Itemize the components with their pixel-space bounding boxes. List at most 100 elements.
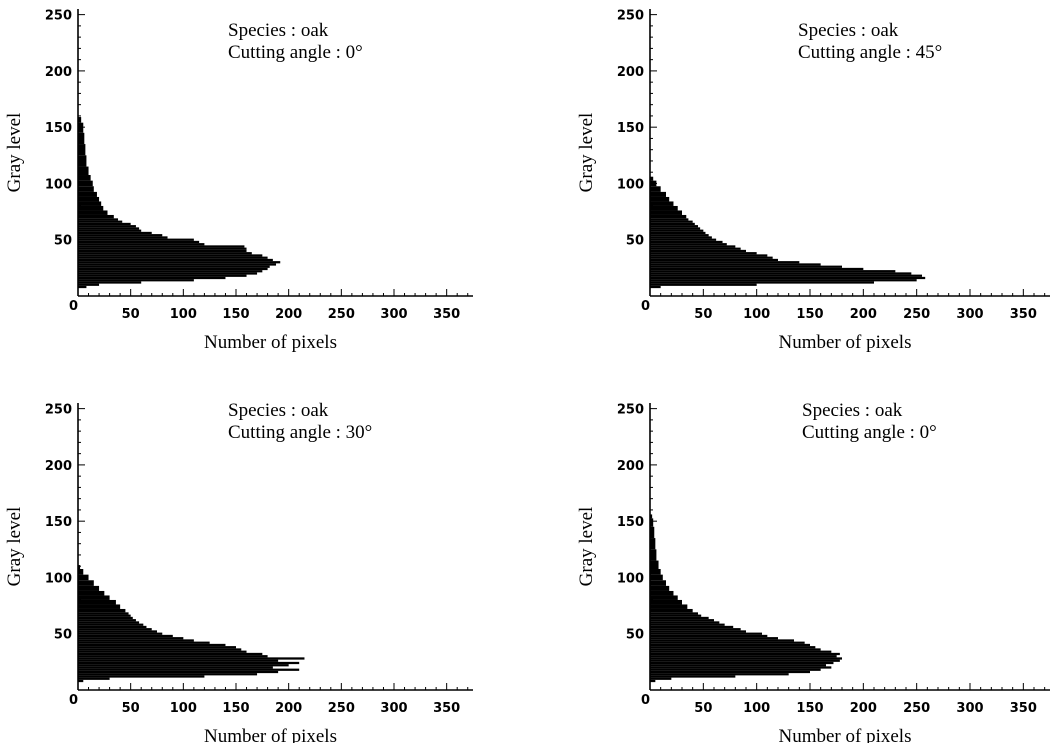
histogram-panel: 0 50 100 150 200 250 300 350 50 100 150 200 250 Numbe… <box>576 400 1050 743</box>
histogram-bar <box>78 283 100 286</box>
histogram-bar <box>650 225 698 228</box>
histogram-bar <box>78 648 242 651</box>
histogram-bar <box>78 155 87 167</box>
histogram-bar <box>78 166 89 176</box>
histogram-bar <box>650 252 757 255</box>
x-tick-label: 200 <box>850 701 877 716</box>
histogram-bar <box>650 608 693 613</box>
histogram-bar <box>78 569 84 575</box>
annotation-line: Species : oak <box>228 20 329 41</box>
histogram-bar <box>650 560 659 570</box>
histogram-bar <box>78 201 102 206</box>
histogram-bar <box>78 234 163 237</box>
histogram-bar <box>650 201 674 206</box>
histogram-bar <box>650 648 821 651</box>
histogram-bar <box>650 634 768 638</box>
y-axis-title: Gray level <box>576 113 597 193</box>
histogram-bar <box>78 625 147 629</box>
histogram-bar <box>78 258 273 262</box>
histogram-bar <box>650 205 678 211</box>
histogram-bar <box>650 518 654 527</box>
histogram-bar <box>650 240 723 244</box>
histogram-bar <box>650 285 661 289</box>
x-tick-label: 350 <box>1010 307 1037 322</box>
histogram-bar <box>650 668 821 671</box>
histogram-bar <box>650 655 837 658</box>
histogram-bar <box>650 249 746 253</box>
histogram-bar <box>78 227 140 230</box>
histogram-bar <box>78 285 87 289</box>
histogram-bar <box>650 258 778 262</box>
histogram-bar <box>650 186 661 192</box>
histogram-bar <box>650 604 688 609</box>
histogram-bar <box>78 675 205 678</box>
histogram-bar <box>78 590 105 596</box>
x-tick-label: 250 <box>903 307 930 322</box>
histogram-bar <box>78 670 279 674</box>
y-tick-label: 200 <box>617 65 644 80</box>
histogram-bar <box>78 222 131 226</box>
annotation-line: Cutting angle : 45° <box>798 42 942 63</box>
histogram-bar <box>78 580 94 586</box>
histogram-bar <box>78 664 289 667</box>
histogram-bar <box>78 661 300 665</box>
histogram-bar <box>650 630 746 633</box>
histogram-bar <box>78 272 258 275</box>
histogram-bar <box>650 196 670 202</box>
annotation-line: Cutting angle : 0° <box>802 422 937 443</box>
histogram-bar <box>78 220 123 223</box>
histogram-bar <box>650 229 704 232</box>
histogram-bar <box>650 238 717 241</box>
x-tick-label: 200 <box>275 307 302 322</box>
histogram-bar <box>78 214 114 219</box>
histogram-bar <box>650 243 727 246</box>
histogram-bar <box>78 666 273 669</box>
histogram-bar <box>650 274 922 277</box>
y-tick-label: 200 <box>617 459 644 474</box>
x-tick-label: 150 <box>222 701 249 716</box>
histogram-bar <box>78 270 263 273</box>
y-tick-label: 50 <box>54 628 72 643</box>
histogram-bar <box>78 236 168 239</box>
x-tick-label: 300 <box>956 307 983 322</box>
histogram-bar <box>650 623 725 626</box>
x-tick-label: 150 <box>796 307 823 322</box>
histogram-bar <box>78 240 200 244</box>
histogram-bar <box>78 279 194 282</box>
x-tick-label: 100 <box>170 307 197 322</box>
histogram-bar <box>78 632 163 635</box>
histogram-bar <box>78 117 82 123</box>
histogram-panel: 0 50 100 150 200 250 300 350 50 100 150 200 250 Numbe… <box>4 400 473 743</box>
x-tick-label: 50 <box>122 307 140 322</box>
histogram-bar <box>78 274 247 277</box>
histogram-bar <box>78 281 142 284</box>
histogram-bar <box>78 565 81 570</box>
x-tick-label: 50 <box>122 701 140 716</box>
histogram-bar <box>78 619 136 622</box>
histogram-bar <box>650 263 821 266</box>
histogram-bar <box>78 196 100 202</box>
y-tick-label: 100 <box>45 571 72 586</box>
y-tick-label: 50 <box>626 234 644 249</box>
histogram-panel: 0 50 100 150 200 250 300 350 50 100 150 200 250 Numbe… <box>576 9 1050 353</box>
histogram-bar <box>78 144 86 156</box>
x-axis-title: Number of pixels <box>779 332 912 353</box>
histogram-bar <box>78 595 110 600</box>
x-tick-label: 150 <box>222 307 249 322</box>
histogram-bar <box>78 231 152 235</box>
histogram-bar <box>650 670 810 674</box>
histogram-bar <box>78 186 94 192</box>
histogram-bar <box>650 265 842 268</box>
y-tick-label: 100 <box>617 571 644 586</box>
histogram-bar <box>78 249 247 253</box>
y-axis-title: Gray level <box>576 507 597 587</box>
histogram-bar <box>650 619 714 622</box>
y-tick-label: 50 <box>54 234 72 249</box>
histogram-bar <box>650 283 757 286</box>
histogram-bar <box>78 210 108 215</box>
histogram-bar <box>78 650 247 653</box>
histogram-bar <box>78 630 157 633</box>
histogram-bar <box>78 256 268 259</box>
x-tick-label: 0 <box>641 693 650 708</box>
x-tick-label: 300 <box>380 307 407 322</box>
